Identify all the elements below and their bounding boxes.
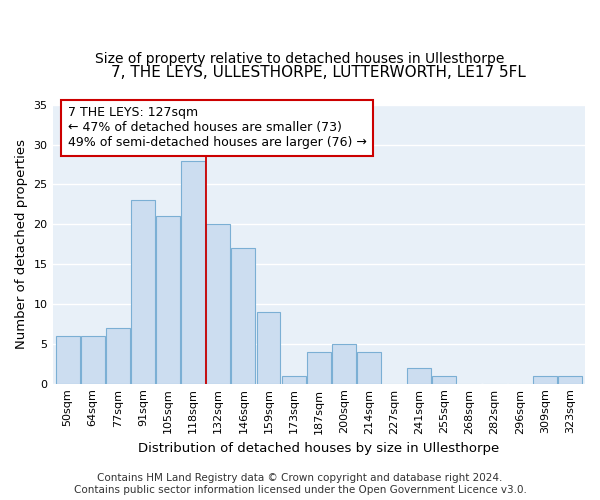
Title: 7, THE LEYS, ULLESTHORPE, LUTTERWORTH, LE17 5FL: 7, THE LEYS, ULLESTHORPE, LUTTERWORTH, L… (112, 65, 526, 80)
Bar (206, 224, 230, 384)
Bar (181, 160, 205, 384)
Bar (307, 352, 331, 384)
Bar (332, 344, 356, 384)
Text: Contains HM Land Registry data © Crown copyright and database right 2024.
Contai: Contains HM Land Registry data © Crown c… (74, 474, 526, 495)
Text: 7 THE LEYS: 127sqm
← 47% of detached houses are smaller (73)
49% of semi-detache: 7 THE LEYS: 127sqm ← 47% of detached hou… (68, 106, 367, 150)
Bar (106, 328, 130, 384)
Bar (156, 216, 180, 384)
Bar (433, 376, 456, 384)
Bar (232, 248, 256, 384)
Bar (558, 376, 582, 384)
X-axis label: Distribution of detached houses by size in Ullesthorpe: Distribution of detached houses by size … (138, 442, 499, 455)
Bar (533, 376, 557, 384)
Bar (407, 368, 431, 384)
Bar (282, 376, 305, 384)
Text: Size of property relative to detached houses in Ullesthorpe: Size of property relative to detached ho… (95, 52, 505, 66)
Bar (257, 312, 280, 384)
Bar (81, 336, 104, 384)
Bar (357, 352, 381, 384)
Y-axis label: Number of detached properties: Number of detached properties (15, 139, 28, 349)
Bar (131, 200, 155, 384)
Bar (56, 336, 80, 384)
